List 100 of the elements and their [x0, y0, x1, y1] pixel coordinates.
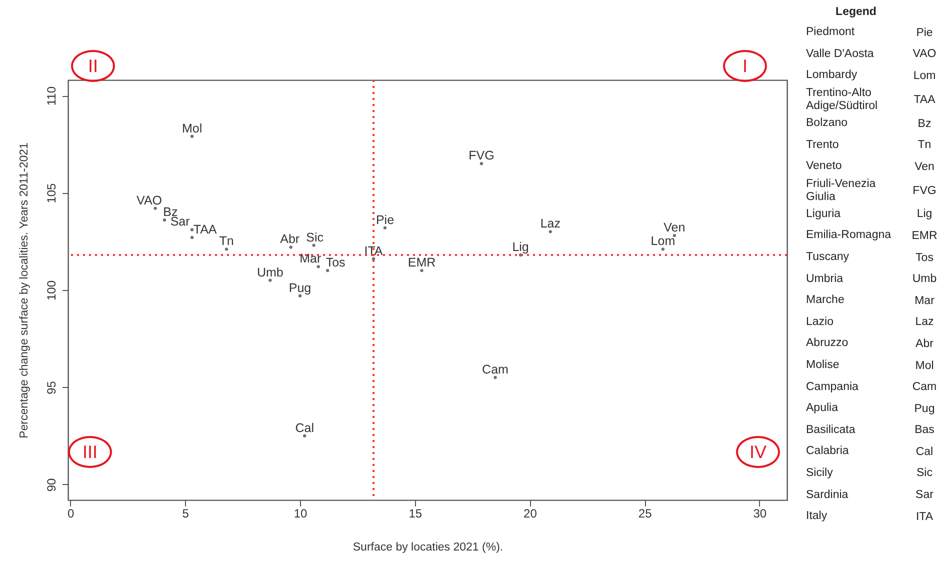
- data-label: Mol: [182, 121, 202, 136]
- point: [268, 278, 272, 282]
- text: Pie: [915, 26, 934, 39]
- legend-title: Legend: [834, 6, 878, 18]
- text: Valle D'Aosta: [806, 48, 875, 61]
- text: Ven: [914, 160, 936, 173]
- text: Trento: [806, 138, 840, 152]
- text: Calabria: [806, 445, 850, 458]
- text: Friuli-Venezia Giulia: [806, 178, 877, 204]
- text: Basilicata: [806, 424, 856, 437]
- text: Laz: [914, 316, 935, 328]
- point: [224, 248, 228, 251]
- point: [316, 265, 320, 268]
- data-label: Lom: [650, 234, 676, 248]
- data-label: Cam: [482, 362, 508, 376]
- text: Lazio: [806, 316, 834, 329]
- point: [303, 434, 306, 438]
- y-tick-label: 95: [44, 380, 58, 394]
- text: Sardinia: [806, 488, 850, 502]
- data-label: TAA: [193, 222, 218, 236]
- text: Umb: [911, 273, 938, 286]
- x-axis-title: Surface by locaties 2021 (%).: [352, 542, 504, 554]
- text: II: [71, 50, 115, 82]
- data-label: Sic: [306, 230, 324, 244]
- text: Abruzzo: [806, 337, 850, 350]
- data-label: Umb: [256, 265, 284, 280]
- x-tick-label: 0: [67, 506, 74, 520]
- point: [494, 376, 497, 380]
- text: Tos: [914, 252, 934, 264]
- x-tick-label: 30: [753, 506, 767, 520]
- point: [190, 134, 194, 138]
- text: Marche: [806, 294, 846, 308]
- text: I: [723, 50, 767, 82]
- text: Mar: [914, 294, 936, 307]
- x-tick-label: 10: [294, 506, 308, 520]
- data-label: Tos: [326, 256, 346, 270]
- text: Abr: [914, 338, 934, 350]
- point: [480, 162, 484, 166]
- point: [372, 257, 376, 260]
- text: Molise: [806, 359, 840, 372]
- data-label: EMR: [408, 256, 436, 270]
- text: Tn: [916, 139, 932, 152]
- y-tick-label: 90: [44, 478, 58, 492]
- data-label: Mar: [300, 252, 322, 266]
- text: Piedmont: [806, 26, 856, 40]
- data-label: Sar: [170, 214, 190, 229]
- y-tick-label: 100: [44, 280, 58, 301]
- x-tick-label: 5: [182, 506, 190, 520]
- data-label: FVG: [468, 148, 494, 163]
- text: Umbria: [806, 272, 844, 286]
- text: Mol: [914, 360, 935, 372]
- y-axis-title: Percentage change surface by localities. Years 2011-2021: [18, 142, 30, 438]
- text: Tuscany: [806, 251, 850, 264]
- y-tick-label: 105: [44, 182, 58, 204]
- point: [190, 236, 194, 240]
- text: Lombardy: [806, 69, 858, 82]
- text: Bas: [914, 424, 936, 436]
- text: ITA: [914, 510, 934, 523]
- x-tick-label: 25: [638, 506, 652, 520]
- data-label: Tn: [219, 234, 234, 248]
- point: [154, 206, 157, 210]
- data-label: Pie: [376, 212, 394, 227]
- y-tick-label: 110: [44, 86, 58, 106]
- text: VAO: [912, 48, 938, 60]
- data-label: Pug: [288, 280, 312, 295]
- text: Liguria: [806, 208, 842, 221]
- text: Sicily: [806, 466, 834, 480]
- point: [162, 218, 166, 222]
- text: TAA: [912, 94, 936, 106]
- text: Emilia-Romagna: [806, 229, 892, 242]
- text: Trentino-Alto Adige/Südtirol: [806, 86, 879, 113]
- x-tick-label: 20: [524, 506, 538, 520]
- text: Bolzano: [806, 117, 849, 130]
- point: [420, 268, 424, 272]
- data-label: Cal: [295, 420, 314, 435]
- text: Italy: [806, 510, 828, 524]
- text: Veneto: [806, 160, 843, 174]
- data-label: Lig: [512, 240, 529, 254]
- text: Pug: [913, 402, 936, 415]
- text: Lom: [912, 70, 937, 82]
- annotation: IV: [736, 436, 780, 468]
- data-label: Abr: [280, 232, 300, 246]
- point: [289, 246, 292, 249]
- data-label: ITA: [364, 244, 384, 258]
- point: [326, 268, 330, 272]
- text: Apulia: [806, 402, 839, 416]
- point: [661, 248, 665, 251]
- text: Lig: [916, 208, 934, 220]
- text: EMR: [910, 230, 938, 242]
- text: FVG: [912, 184, 938, 197]
- text: Sic: [916, 467, 934, 480]
- text: Sar: [914, 489, 934, 502]
- text: Cal: [914, 446, 934, 458]
- data-label: VAO: [136, 193, 162, 208]
- text: Cam: [911, 381, 938, 394]
- point: [548, 230, 552, 234]
- annotation: III: [68, 436, 112, 468]
- text: Campania: [806, 380, 860, 394]
- data-label: Laz: [540, 216, 560, 231]
- point: [383, 226, 387, 230]
